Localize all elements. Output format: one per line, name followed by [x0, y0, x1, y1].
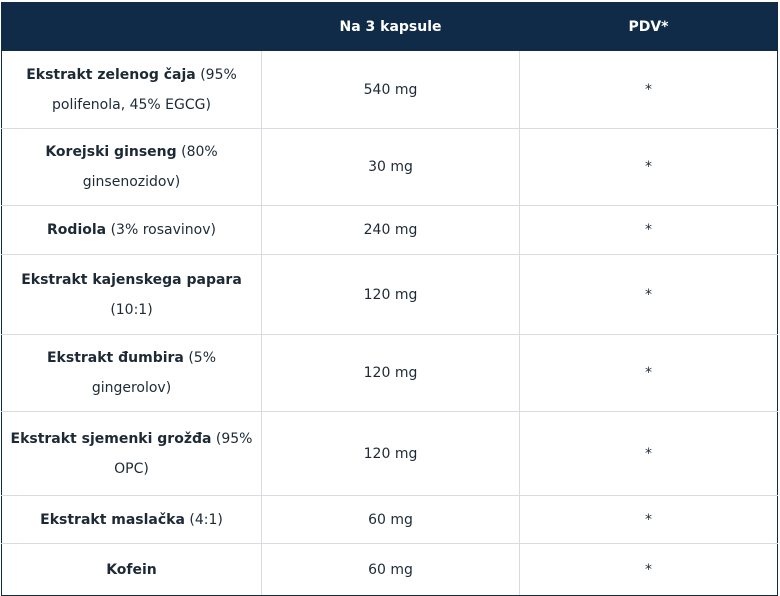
amount-cell: 60 mg: [261, 543, 520, 596]
table-row: Ekstrakt zelenog čaja (95% polifenola, 4…: [1, 50, 778, 129]
ingredient-detail: (5% gingerolov): [91, 350, 216, 396]
ingredient-detail: (95% polifenola, 45% EGCG): [52, 66, 237, 113]
header-amount: Na 3 kapsule: [261, 2, 520, 51]
table-row: Korejski ginseng (80% ginsenozidov) 30 m…: [1, 128, 778, 206]
ingredient-cell: Rodiola (3% rosavinov): [1, 205, 262, 255]
table-row: Ekstrakt đumbira (5% gingerolov) 120 mg …: [1, 334, 778, 412]
amount-cell: 240 mg: [261, 205, 520, 255]
ingredient-name: Ekstrakt đumbira: [46, 350, 184, 366]
ingredient-detail: (80% ginsenozidov): [82, 144, 218, 190]
ingredient-name: Korejski ginseng: [45, 144, 177, 160]
header-pdv: PDV*: [519, 2, 778, 51]
amount-cell: 540 mg: [261, 50, 520, 129]
ingredient-detail: (4:1): [184, 511, 223, 528]
ingredient-cell: Kofein: [1, 543, 262, 596]
ingredient-name: Kofein: [106, 561, 157, 578]
ingredient-cell: Ekstrakt sjemenki grožđa (95% OPC): [1, 411, 262, 496]
table-row: Ekstrakt sjemenki grožđa (95% OPC) 120 m…: [1, 411, 778, 496]
table-row: Ekstrakt maslačka (4:1) 60 mg *: [1, 495, 778, 544]
amount-cell: 120 mg: [261, 334, 520, 412]
ingredient-cell: Ekstrakt đumbira (5% gingerolov): [1, 334, 262, 412]
ingredient-name: Rodiola: [47, 222, 107, 238]
pdv-cell: *: [519, 254, 778, 335]
table-row: Ekstrakt kajenskega papara (10:1) 120 mg…: [1, 254, 778, 335]
ingredient-cell: Ekstrakt kajenskega papara (10:1): [1, 254, 262, 335]
ingredient-name: Ekstrakt kajenskega papara: [21, 271, 242, 288]
ingredient-cell: Ekstrakt maslačka (4:1): [1, 495, 262, 544]
ingredient-name: Ekstrakt zelenog čaja: [26, 66, 196, 83]
amount-cell: 120 mg: [261, 254, 520, 335]
amount-cell: 60 mg: [261, 495, 520, 544]
pdv-cell: *: [519, 411, 778, 496]
ingredient-detail: (3% rosavinov): [106, 222, 216, 238]
ingredient-name: Ekstrakt sjemenki grožđa: [10, 430, 212, 447]
ingredient-name: Ekstrakt maslačka: [40, 511, 185, 528]
table-row: Rodiola (3% rosavinov) 240 mg *: [1, 205, 778, 255]
amount-cell: 120 mg: [261, 411, 520, 496]
pdv-cell: *: [519, 543, 778, 596]
pdv-cell: *: [519, 495, 778, 544]
table-row: Kofein 60 mg *: [1, 543, 778, 596]
pdv-cell: *: [519, 334, 778, 412]
ingredient-detail: (95% OPC): [114, 430, 253, 477]
table-header-row: Na 3 kapsule PDV*: [1, 2, 778, 51]
header-ingredient: [1, 2, 262, 51]
ingredient-cell: Ekstrakt zelenog čaja (95% polifenola, 4…: [1, 50, 262, 129]
amount-cell: 30 mg: [261, 128, 520, 206]
pdv-cell: *: [519, 128, 778, 206]
ingredient-detail: (10:1): [110, 301, 153, 318]
pdv-cell: *: [519, 50, 778, 129]
pdv-cell: *: [519, 205, 778, 255]
ingredient-cell: Korejski ginseng (80% ginsenozidov): [1, 128, 262, 206]
